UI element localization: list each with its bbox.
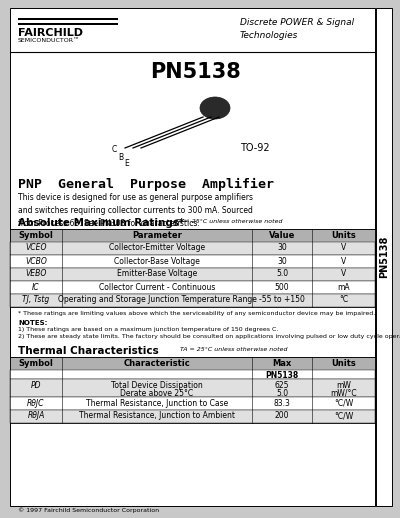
Text: Thermal Resistance, Junction to Case: Thermal Resistance, Junction to Case: [86, 398, 228, 408]
Text: * These ratings are limiting values above which the serviceability of any semico: * These ratings are limiting values abov…: [18, 311, 375, 316]
Ellipse shape: [200, 97, 230, 119]
Text: VCBO: VCBO: [25, 256, 47, 266]
Text: -55 to +150: -55 to +150: [259, 295, 305, 305]
Text: B: B: [118, 152, 123, 162]
Text: Emitter-Base Voltage: Emitter-Base Voltage: [117, 269, 197, 279]
Bar: [10, 268, 375, 281]
Text: °C: °C: [339, 295, 348, 305]
Text: 5.0: 5.0: [276, 269, 288, 279]
Text: RθJA: RθJA: [27, 411, 45, 421]
Text: Thermal Characteristics: Thermal Characteristics: [18, 346, 159, 356]
Text: Absolute Maximum Ratings*: Absolute Maximum Ratings*: [18, 218, 184, 228]
Text: C: C: [112, 146, 117, 154]
Text: IC: IC: [32, 282, 40, 292]
Text: VCEO: VCEO: [25, 243, 47, 252]
Bar: [10, 370, 375, 379]
Text: mW/°C: mW/°C: [330, 388, 357, 397]
Text: Total Device Dissipation: Total Device Dissipation: [111, 381, 203, 390]
Bar: [10, 410, 375, 423]
Bar: [10, 294, 375, 307]
Text: Discrete POWER & Signal
Technologies: Discrete POWER & Signal Technologies: [240, 18, 354, 40]
Text: TA = 25°C unless otherwise noted: TA = 25°C unless otherwise noted: [180, 347, 288, 352]
Text: 30: 30: [277, 243, 287, 252]
Text: 5.0: 5.0: [276, 388, 288, 397]
Text: VEBO: VEBO: [25, 269, 47, 279]
Text: °C/W: °C/W: [334, 411, 353, 421]
Text: mW: mW: [336, 381, 351, 390]
Bar: [18, 18, 118, 20]
Bar: [10, 379, 375, 397]
Bar: [10, 281, 375, 294]
Text: V: V: [341, 256, 346, 266]
Text: Collector Current - Continuous: Collector Current - Continuous: [99, 282, 215, 292]
Text: 625: 625: [275, 381, 289, 390]
Text: 500: 500: [275, 282, 289, 292]
Text: TJ, Tstg: TJ, Tstg: [22, 295, 50, 305]
Text: Units: Units: [331, 358, 356, 367]
Text: TO-92: TO-92: [240, 143, 270, 153]
Text: Parameter: Parameter: [132, 231, 182, 239]
Text: PNP  General  Purpose  Amplifier: PNP General Purpose Amplifier: [18, 178, 274, 191]
Text: PD: PD: [31, 381, 41, 390]
Text: 83.3: 83.3: [274, 398, 290, 408]
Text: NOTES:: NOTES:: [18, 320, 47, 326]
Text: PN5138: PN5138: [265, 371, 299, 380]
Text: °C/W: °C/W: [334, 398, 353, 408]
Text: Collector-Emitter Voltage: Collector-Emitter Voltage: [109, 243, 205, 252]
Text: mA: mA: [337, 282, 350, 292]
Text: V: V: [341, 269, 346, 279]
Bar: [18, 23, 118, 25]
Bar: [10, 357, 375, 370]
Text: TA = 25°C unless otherwise noted: TA = 25°C unless otherwise noted: [175, 219, 282, 224]
Text: Units: Units: [331, 231, 356, 239]
Bar: [10, 229, 375, 242]
Bar: [10, 242, 375, 255]
Text: Symbol: Symbol: [18, 231, 54, 239]
Text: Collector-Base Voltage: Collector-Base Voltage: [114, 256, 200, 266]
Text: Symbol: Symbol: [18, 358, 54, 367]
Text: Characteristic: Characteristic: [124, 358, 190, 367]
Text: Max: Max: [272, 358, 292, 367]
Bar: [10, 255, 375, 268]
Text: RθJC: RθJC: [27, 398, 45, 408]
Text: E: E: [124, 160, 129, 168]
Text: Derate above 25°C: Derate above 25°C: [120, 388, 194, 397]
Text: © 1997 Fairchild Semiconductor Corporation: © 1997 Fairchild Semiconductor Corporati…: [18, 507, 159, 513]
Bar: [376, 8, 392, 506]
Text: 200: 200: [275, 411, 289, 421]
Text: Value: Value: [269, 231, 295, 239]
Text: This device is designed for use as general purpose amplifiers
and switches requi: This device is designed for use as gener…: [18, 193, 253, 228]
Text: PN5138: PN5138: [379, 236, 389, 278]
Text: V: V: [341, 243, 346, 252]
Text: Thermal Resistance, Junction to Ambient: Thermal Resistance, Junction to Ambient: [79, 411, 235, 421]
Text: 2) These are steady state limits. The factory should be consulted on application: 2) These are steady state limits. The fa…: [18, 334, 400, 339]
Text: PN5138: PN5138: [150, 62, 240, 82]
Text: FAIRCHILD: FAIRCHILD: [18, 28, 83, 38]
Text: SEMICONDUCTOR™: SEMICONDUCTOR™: [18, 38, 80, 43]
Bar: [10, 397, 375, 410]
Text: 30: 30: [277, 256, 287, 266]
Text: Operating and Storage Junction Temperature Range: Operating and Storage Junction Temperatu…: [58, 295, 256, 305]
Text: 1) These ratings are based on a maximum junction temperature of 150 degrees C.: 1) These ratings are based on a maximum …: [18, 327, 278, 332]
